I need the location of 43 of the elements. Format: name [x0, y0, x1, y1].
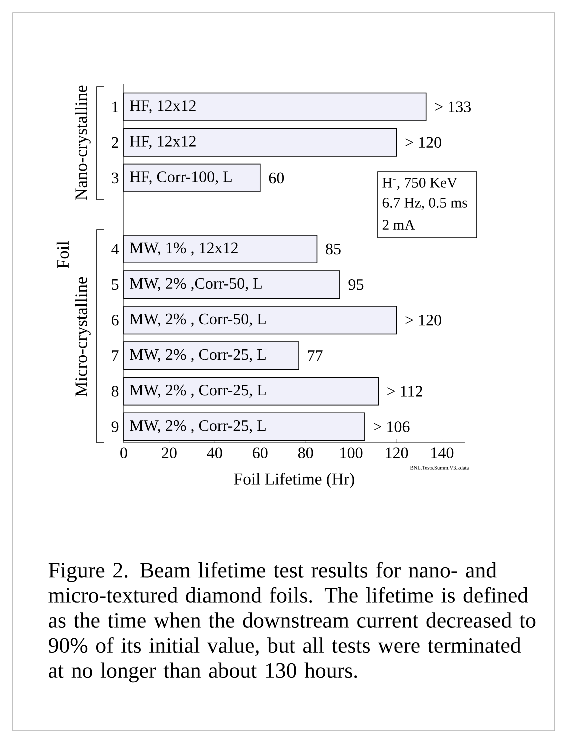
annotation: MW, 2% , Corr-25, L: [130, 384, 266, 398]
annotation: MW, 2% , Corr-25, L: [130, 349, 266, 362]
y-tick-label: 9: [112, 422, 119, 432]
x-tick-label: 0: [120, 448, 128, 458]
annotation: MW, 2% ,Corr-50, L: [130, 278, 262, 292]
x-tick-label: 80: [298, 448, 314, 458]
annotation: HF, 12x12: [130, 100, 196, 114]
annotation: 2 mA: [382, 220, 416, 230]
annotation: MW, 2% , Corr-25, L: [130, 420, 266, 434]
data-label: 95: [348, 279, 364, 290]
y-tick-label: 4: [112, 244, 120, 255]
y-tick-label: 8: [112, 386, 119, 397]
y-tick-label: 3: [112, 172, 119, 184]
annotation: H$^{-}$, 750 KeV: [382, 178, 458, 190]
y-tick-label: 2: [112, 137, 118, 148]
annotation: MW, 2% , Corr-50, L: [130, 314, 266, 327]
data-label: > 112: [388, 386, 422, 397]
text: Micro-crystalline: [75, 277, 91, 397]
data-label: > 120: [406, 314, 442, 326]
annotation: HF, Corr-100, L: [130, 172, 232, 185]
y-tick-label: 5: [112, 280, 119, 290]
data-label: 77: [308, 350, 323, 362]
text: Nano-crystalline: [75, 86, 91, 200]
annotation: HF, 12x12: [130, 136, 196, 150]
caption: Figure 2. Beam lifetime test results for nano- and micro-textured diamond foils. The lifetime is defined as the time when the downstream current decreased to 90% of its initial value, but all tests were terminated at no longer than about 130 hours.: [48, 562, 536, 683]
data-label: > 106: [374, 422, 410, 432]
x-tick-label: 40: [207, 448, 222, 458]
y-tick-label: 7: [112, 350, 119, 362]
annotation: MW, 1% , 12x12: [130, 242, 238, 256]
x-axis-title: Foil Lifetime (Hr): [234, 473, 354, 488]
x-tick-label: 100: [340, 448, 363, 458]
data-label: 85: [326, 244, 341, 255]
x-tick-label: 20: [162, 448, 177, 458]
data-label: > 120: [406, 137, 442, 148]
x-tick-label: 60: [253, 448, 268, 458]
y-tick-label: 6: [112, 314, 119, 326]
y-axis-title: Foil: [56, 241, 70, 268]
annotation: 6.7 Hz, 0.5 ms: [382, 198, 468, 210]
data-label: 60: [269, 172, 284, 184]
y-tick-label: 1: [112, 102, 118, 112]
data-label: > 133: [435, 102, 471, 112]
x-tick-label: 120: [386, 448, 408, 458]
x-tick-label: 140: [432, 448, 454, 458]
